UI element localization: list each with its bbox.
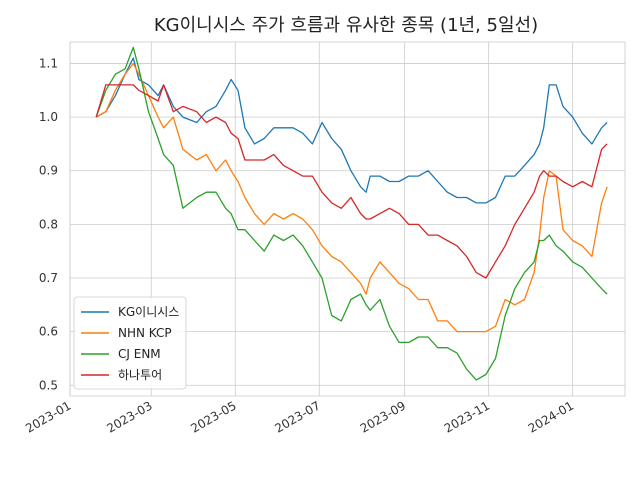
- y-tick-label: 0.5: [39, 378, 58, 392]
- legend: KG이니시스 NHN KCP CJ ENM 하나투어: [73, 296, 187, 390]
- legend-label-4: 하나투어: [118, 368, 162, 382]
- y-axis: 0.5 0.6 0.7 0.8 0.9 1.0 1.1: [39, 56, 58, 392]
- x-axis: 2023-01 2023-03 2023-05 2023-07 2023-09 2023-…: [23, 398, 576, 435]
- chart-title: KG이니시스 주가 흐름과 유사한 종목 (1년, 5일선): [154, 15, 538, 36]
- series-line-1: [95, 57, 608, 204]
- legend-label-2: NHN KCP: [118, 326, 172, 340]
- x-tick-label: 2023-11: [442, 398, 492, 435]
- x-tick-label: 2023-07: [272, 398, 322, 435]
- y-tick-label: 0.8: [39, 217, 58, 231]
- y-tick-label: 0.7: [39, 271, 58, 285]
- x-tick-label: 2024-01: [526, 398, 576, 435]
- x-tick-label: 2023-01: [23, 398, 73, 435]
- y-tick-label: 0.9: [39, 164, 58, 178]
- y-tick-label: 0.6: [39, 325, 58, 339]
- series-line-2: [95, 62, 608, 333]
- series-line-3: [95, 46, 608, 381]
- series-line-4: [95, 84, 608, 279]
- x-tick-label: 2023-05: [188, 398, 238, 435]
- plot-area-frame: [69, 41, 626, 397]
- y-tick-label: 1.1: [39, 56, 58, 70]
- legend-label-1: KG이니시스: [118, 305, 179, 319]
- grid: [69, 42, 625, 396]
- x-tick-label: 2023-09: [358, 398, 408, 435]
- legend-box: [73, 296, 187, 390]
- x-tick-label: 2023-03: [104, 398, 154, 435]
- y-tick-label: 1.0: [39, 110, 58, 124]
- legend-label-3: CJ ENM: [118, 347, 161, 361]
- series-lines: [95, 46, 608, 381]
